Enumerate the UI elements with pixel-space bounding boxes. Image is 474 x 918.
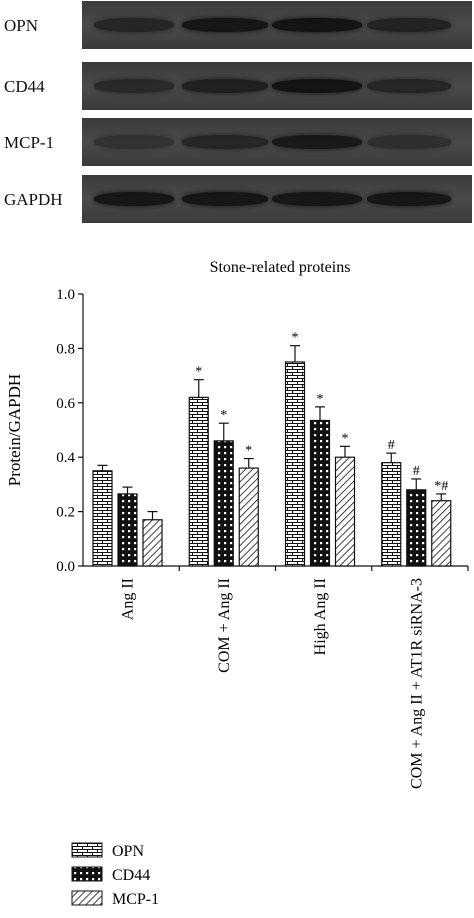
blot-band [367,18,451,32]
y-tick-label: 0.0 [56,559,75,575]
blot-band [94,18,174,32]
blot-band [182,18,268,32]
significance-mark: *# [434,479,448,494]
blot-band [94,192,174,206]
blot-band [367,192,451,206]
legend: OPN CD44 MCP-1 [71,842,159,908]
blot-band [367,135,451,149]
legend-label: MCP-1 [112,891,159,908]
blot-band [94,135,174,149]
y-axis-label: Protein/GAPDH [5,374,24,486]
chart-title: Stone-related proteins [210,259,351,276]
bar [117,493,138,567]
significance-mark: * [220,408,227,423]
y-tick-label: 0.4 [56,450,75,466]
blot-band [272,18,362,32]
blot-band [272,79,362,93]
bar [238,467,259,567]
x-tick-label: COM + Ang II [216,578,233,673]
significance-mark: * [317,392,324,407]
legend-swatch [71,890,103,906]
bar [188,396,209,567]
significance-mark: # [388,438,395,453]
significance-mark: * [195,365,202,380]
blot-label: GAPDH [4,190,63,209]
blot-strip [82,62,472,110]
x-tick-label: High Ang II [312,578,329,655]
blot-label: MCP-1 [4,133,55,152]
blot-strip [82,1,472,49]
x-tick-labels: Ang II COM + Ang II High Ang II COM + Ang I… [120,578,426,789]
blot-band [182,135,268,149]
bar [92,470,113,567]
blot-strip [82,118,472,166]
bar [142,519,163,567]
bars: ****** ##*# [92,331,452,567]
bar [309,419,331,567]
blot-band [182,192,268,206]
y-tick-label: 0.2 [56,505,75,521]
bar [406,489,427,567]
blot-band [367,79,451,93]
bar [381,462,402,567]
legend-swatch [71,842,103,858]
blot-band [182,79,268,93]
blot-band [272,135,362,149]
legend-label: CD44 [112,867,150,884]
significance-mark: * [342,431,349,446]
bar [431,500,452,567]
x-tick-label: COM + Ang II + AT1R siRNA-3 [408,578,425,789]
bar [213,440,234,567]
blot-band [94,79,174,93]
blot-band [272,192,362,206]
bar [334,456,356,567]
y-tick-label: 0.6 [56,396,75,412]
significance-mark: # [413,464,420,479]
x-tick-label: Ang II [120,578,137,620]
y-tick-label: 0.8 [56,341,75,357]
bar [284,361,306,567]
blot-label: CD44 [4,77,45,96]
significance-mark: * [245,444,252,459]
legend-label: OPN [112,843,144,860]
blot-label: OPN [4,16,39,35]
legend-swatch [71,866,103,882]
y-tick-label: 1.0 [56,287,75,303]
blot-strip [82,175,472,223]
significance-mark: * [292,331,299,346]
